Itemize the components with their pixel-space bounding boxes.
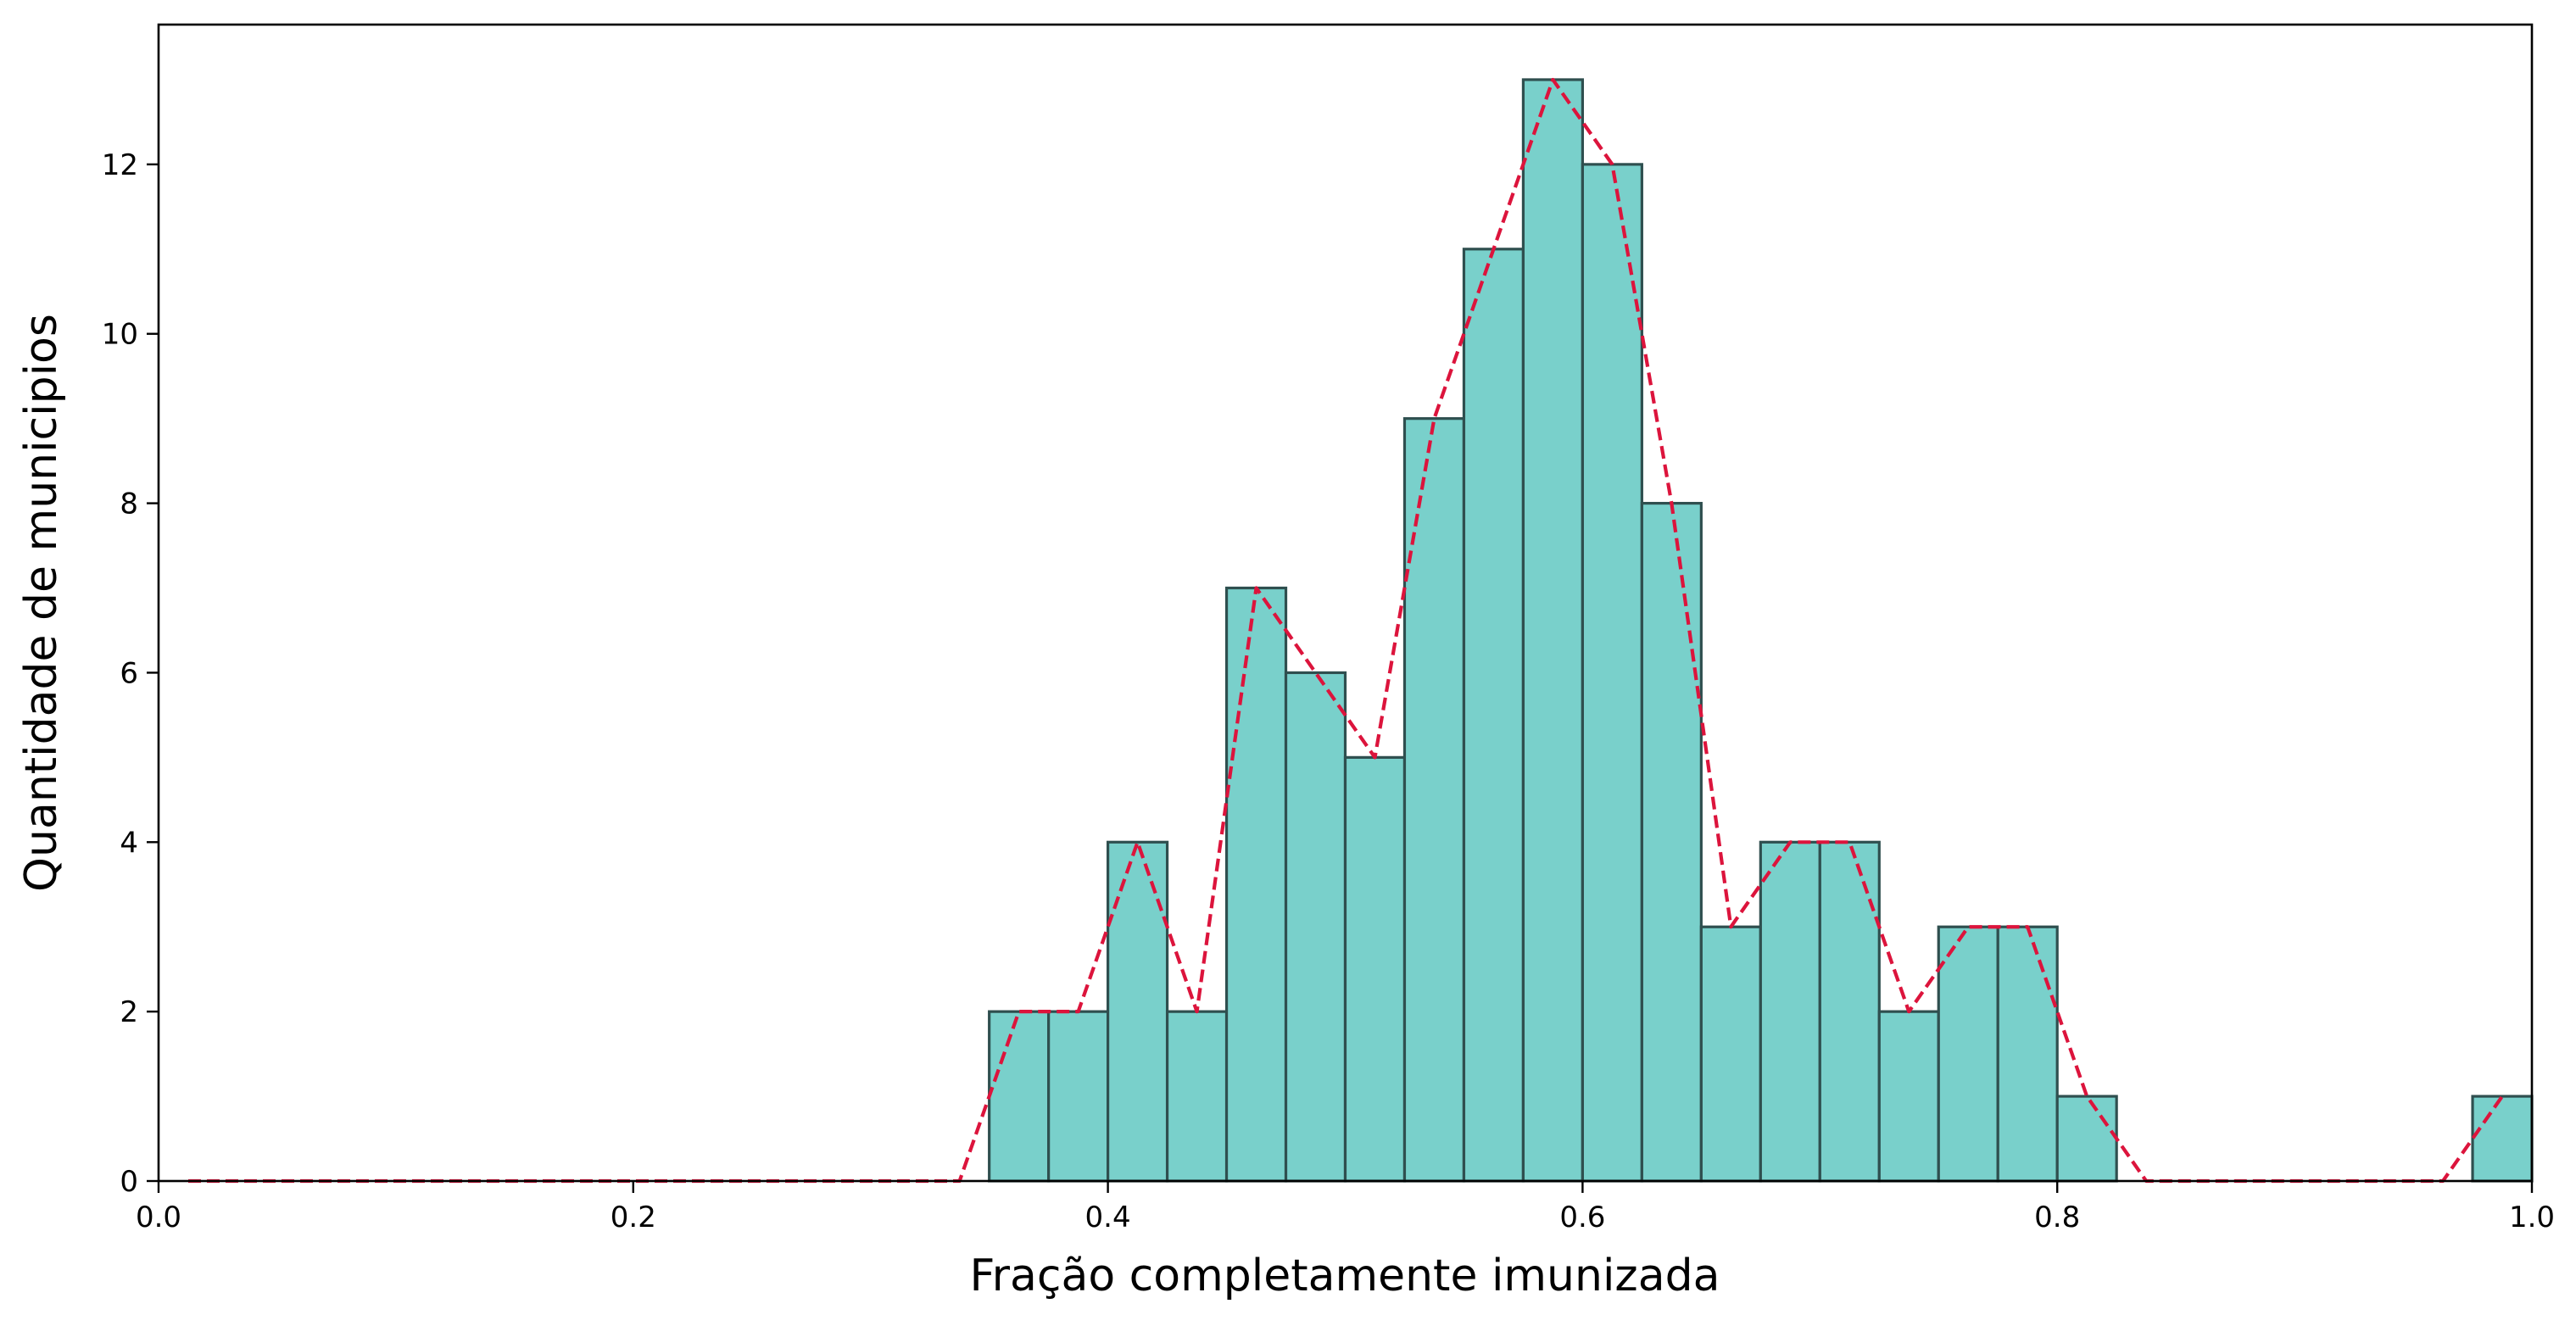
histogram-bar — [1937, 925, 1999, 1183]
y-axis-title: Quantidade de municipios — [16, 314, 67, 892]
histogram-bar — [1047, 1010, 1110, 1183]
y-tick-label: 6 — [120, 656, 138, 690]
histogram-bar — [1106, 840, 1169, 1183]
x-tick-label: 0.0 — [136, 1201, 181, 1234]
histogram-bar — [1818, 840, 1881, 1183]
histogram-bar — [1996, 925, 2059, 1183]
histogram-bar — [1165, 1010, 1229, 1183]
histogram-bar — [1581, 163, 1643, 1183]
histogram-bar — [988, 1010, 1051, 1183]
histogram-bar — [1462, 248, 1525, 1183]
x-tick-label: 0.2 — [611, 1201, 656, 1234]
y-tick-label: 0 — [120, 1165, 138, 1199]
histogram-bar — [1402, 417, 1466, 1183]
y-tick-label: 8 — [120, 488, 138, 521]
y-tick-label: 12 — [102, 148, 138, 182]
histogram-bar — [2471, 1095, 2534, 1183]
y-tick-label: 2 — [120, 995, 138, 1029]
histogram-bar — [1284, 671, 1347, 1183]
y-axis: 0 2 4 6 8 10 12 — [102, 148, 159, 1199]
plot-frame — [157, 23, 2534, 1183]
histogram-bar — [1224, 586, 1288, 1183]
histogram-bar — [1640, 501, 1703, 1183]
x-tick-label: 0.4 — [1085, 1201, 1131, 1234]
x-tick-label: 0.6 — [1559, 1201, 1605, 1234]
y-tick-label: 10 — [102, 318, 138, 352]
x-axis: 0.0 0.2 0.4 0.6 0.8 1.0 — [136, 1181, 2555, 1234]
x-tick-label: 1.0 — [2509, 1201, 2555, 1234]
histogram-bar — [1877, 1010, 1940, 1183]
histogram-bar — [1343, 755, 1407, 1183]
bars-group — [988, 78, 2534, 1183]
x-tick-label: 0.8 — [2034, 1201, 2080, 1234]
histogram-bar — [1521, 78, 1585, 1183]
histogram-bar — [1759, 840, 1821, 1183]
x-axis-title: Fração completamente imunizada — [970, 1251, 1720, 1301]
histogram-bar — [1699, 925, 1762, 1183]
y-tick-label: 4 — [120, 826, 138, 860]
histogram-bar — [2055, 1095, 2118, 1183]
